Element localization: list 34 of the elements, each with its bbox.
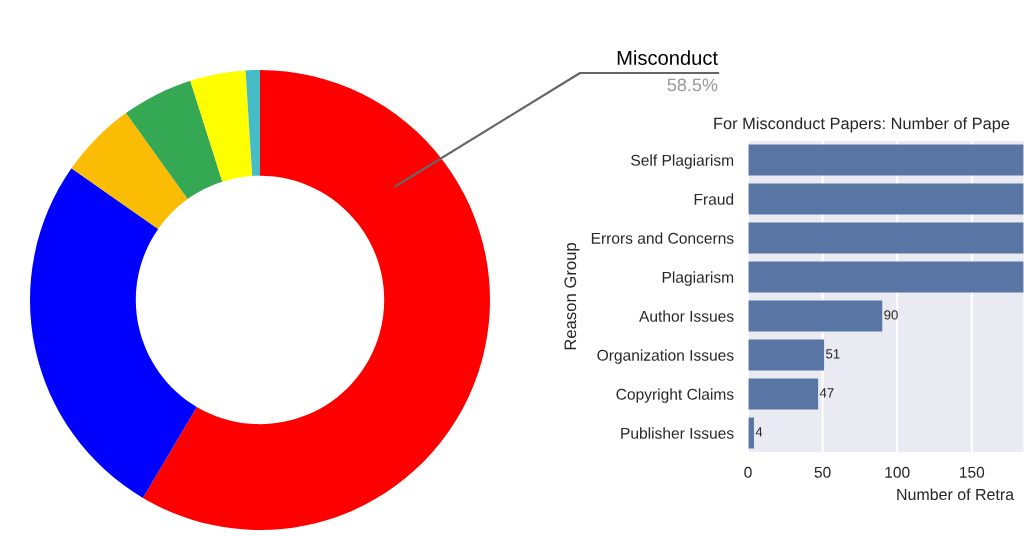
bar (748, 144, 1024, 176)
bar (748, 261, 1024, 293)
y-tick-label: Publisher Issues (621, 427, 734, 439)
chart-title: For Misconduct Papers: Number of Pape (714, 117, 1010, 133)
x-tick-label: 100 (885, 466, 910, 478)
donut-slice (245, 70, 260, 177)
y-tick-label: Author Issues (639, 310, 734, 322)
slice-label: Misconduct (617, 50, 718, 66)
data-label: 58.5% (667, 78, 718, 92)
data-label: 51 (826, 349, 840, 359)
bar (748, 222, 1024, 254)
donut-slice (71, 113, 188, 229)
x-tick-label: 150 (959, 466, 985, 478)
data-label: 47 (819, 388, 834, 398)
y-tick-label: Plagiarism (662, 271, 734, 286)
y-tick-label: Fraud (694, 193, 734, 205)
x-tick-label: 50 (814, 466, 831, 478)
data-label: 90 (884, 310, 898, 320)
donut-slice (125, 80, 223, 200)
bar (748, 339, 825, 371)
bar (748, 378, 819, 410)
y-axis-title: Reason Group (564, 243, 580, 350)
data-label: 4 (755, 427, 763, 437)
bar (748, 300, 883, 332)
bar (748, 183, 1024, 215)
donut-slice (142, 70, 490, 530)
donut-slice (190, 70, 253, 182)
x-axis-title: Number of Retra (897, 488, 1015, 501)
y-tick-label: Errors and Concerns (591, 232, 734, 244)
y-tick-label: Organization Issues (597, 349, 734, 364)
x-tick-label: 0 (744, 466, 752, 478)
donut-slice (30, 168, 197, 498)
y-tick-label: Self Plagiarism (631, 154, 734, 169)
y-tick-label: Copyright Claims (616, 388, 734, 403)
